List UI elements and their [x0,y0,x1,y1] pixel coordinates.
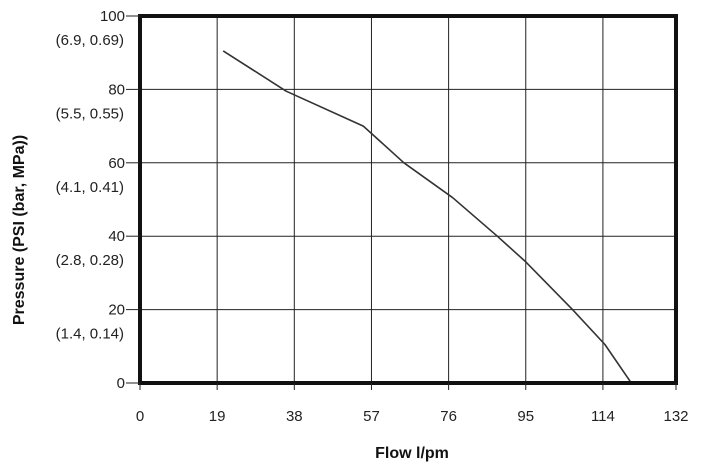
x-tick-label: 95 [517,408,534,425]
y-tick-sublabel: (4.1, 0.41) [56,179,124,196]
series-layer [222,50,632,384]
x-tick-label: 57 [363,408,380,425]
y-tick-sublabel: (5.5, 0.55) [56,105,124,122]
y-tick-sublabel: (1.4, 0.14) [56,326,124,343]
y-tick-sublabel: (2.8, 0.28) [56,252,124,269]
y-tick-label: 80 [108,81,125,98]
y-tick-label: 100 [100,8,125,25]
tick-layer [126,15,677,390]
y-tick-sublabel: (6.9, 0.69) [56,32,124,49]
x-tick-label: 114 [591,408,615,425]
y-tick-label: 0 [117,375,125,392]
x-tick-label: 19 [209,408,226,425]
y-tick-label: 20 [108,302,125,319]
grid-lines [140,16,676,383]
x-axis-title: Flow l/pm [375,445,449,462]
x-tick-label: 76 [440,408,457,425]
pressure-flow-curve [222,50,632,384]
label-layer: 0 19 38 57 76 95 114 132 100 (6.9, 0.69) 80 (5.5, 0… [56,8,689,425]
x-tick-label: 132 [663,408,688,425]
x-tick-label: 0 [136,408,144,425]
x-tick-label: 38 [286,408,303,425]
y-tick-label: 40 [108,228,125,245]
y-tick-label: 60 [108,155,125,172]
plot-frame [138,14,678,385]
y-axis-title: Pressure (PSI (bar, MPa)) [11,135,28,325]
